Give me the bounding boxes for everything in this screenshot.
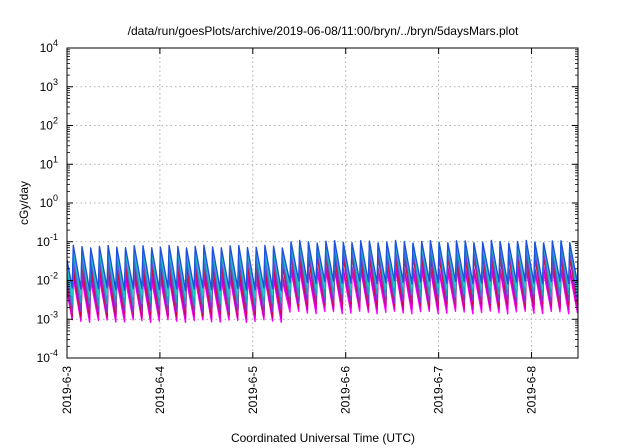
y-axis-label: cGy/day [17, 181, 31, 225]
y-tick-label: 104 [40, 38, 58, 55]
x-tick-label: 2019-6-6 [339, 366, 353, 414]
y-tick-exponent: 4 [53, 38, 58, 48]
x-tick-label: 2019-6-4 [153, 366, 167, 414]
x-tick-label: 2019-6-7 [432, 366, 446, 414]
y-tick-exponent: -4 [50, 348, 58, 358]
y-tick-exponent: 2 [53, 116, 58, 126]
y-tick-exponent: 1 [53, 154, 58, 164]
y-tick-base: 10 [37, 235, 51, 249]
series-line [67, 239, 578, 292]
chart-title: /data/run/goesPlots/archive/2019-06-08/1… [128, 24, 519, 38]
x-axis-ticks: 2019-6-3 2019-6-4 2019-6-5 2019-6-6 2019-6-7… [60, 48, 539, 414]
series-group [67, 239, 578, 324]
y-tick-base: 10 [37, 312, 51, 326]
y-tick-label: 100 [40, 193, 58, 210]
grid [66, 48, 578, 358]
y-tick-label: 10-3 [37, 309, 58, 326]
y-tick-base: 10 [40, 80, 54, 94]
y-tick-label: 103 [40, 77, 58, 94]
y-tick-label: 101 [40, 154, 58, 171]
y-tick-label: 10-1 [37, 232, 58, 249]
x-tick-label: 2019-6-3 [60, 366, 74, 414]
y-tick-base: 10 [40, 196, 54, 210]
y-tick-base: 10 [37, 274, 51, 288]
y-tick-label: 10-2 [37, 271, 58, 288]
y-tick-base: 10 [37, 351, 51, 365]
y-tick-base: 10 [40, 41, 54, 55]
y-tick-label: 102 [40, 116, 58, 133]
x-axis-label: Coordinated Universal Time (UTC) [231, 431, 415, 445]
x-tick-label: 2019-6-8 [525, 366, 539, 414]
y-tick-base: 10 [40, 119, 54, 133]
y-tick-label: 10-4 [37, 348, 58, 365]
y-tick-exponent: -2 [50, 271, 58, 281]
y-tick-exponent: 3 [53, 77, 58, 87]
y-tick-exponent: 0 [53, 193, 58, 203]
y-tick-exponent: -3 [50, 309, 58, 319]
y-tick-base: 10 [40, 157, 54, 171]
x-tick-label: 2019-6-5 [246, 366, 260, 414]
y-tick-exponent: -1 [50, 232, 58, 242]
